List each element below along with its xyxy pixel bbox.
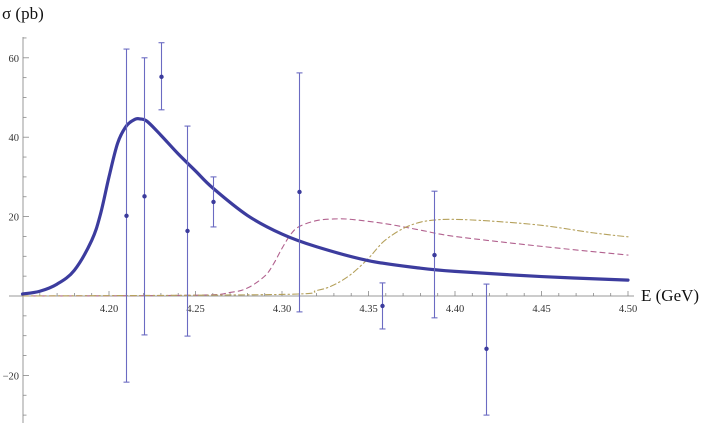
data-point <box>431 190 438 319</box>
data-point <box>184 125 191 337</box>
x-axis-title: E (GeV) <box>641 286 699 305</box>
point-marker <box>124 213 129 219</box>
model-curves <box>20 116 630 297</box>
point-marker <box>142 194 147 199</box>
dashed-curve <box>21 218 629 297</box>
point-marker <box>432 252 437 258</box>
data-point <box>210 176 217 228</box>
y-tick-label: 20 <box>9 213 20 224</box>
x-tick-label: 4.40 <box>446 304 464 315</box>
point-marker <box>484 346 489 352</box>
point-marker <box>185 228 190 234</box>
y-tick-label: −20 <box>3 371 19 382</box>
data-point <box>123 48 130 383</box>
solid-curve <box>20 116 630 296</box>
y-axis-title: σ (pb) <box>2 4 44 23</box>
data-point <box>379 282 386 330</box>
x-tick-label: 4.50 <box>619 304 637 315</box>
point-marker <box>159 74 164 80</box>
x-tick-label: 4.30 <box>273 304 291 315</box>
data-point <box>158 42 165 111</box>
x-tick-label: 4.35 <box>359 304 377 315</box>
axes: 4.20 4.25 4.30 4.35 4.40 4.45 4.50 −20 20 40 60 <box>3 37 637 423</box>
data-point <box>296 72 303 313</box>
point-marker <box>297 189 302 195</box>
y-tick-label: 60 <box>9 54 20 65</box>
x-tick-label: 4.20 <box>100 304 118 315</box>
point-marker <box>380 303 385 309</box>
data-point <box>483 283 490 416</box>
dash-dot-curve <box>21 218 629 297</box>
y-tick-label: 40 <box>9 133 20 144</box>
x-tick-label: 4.25 <box>186 304 204 315</box>
x-tick-label: 4.45 <box>532 304 550 315</box>
data-point <box>141 57 148 336</box>
point-marker <box>211 199 216 205</box>
data-points <box>123 42 490 416</box>
